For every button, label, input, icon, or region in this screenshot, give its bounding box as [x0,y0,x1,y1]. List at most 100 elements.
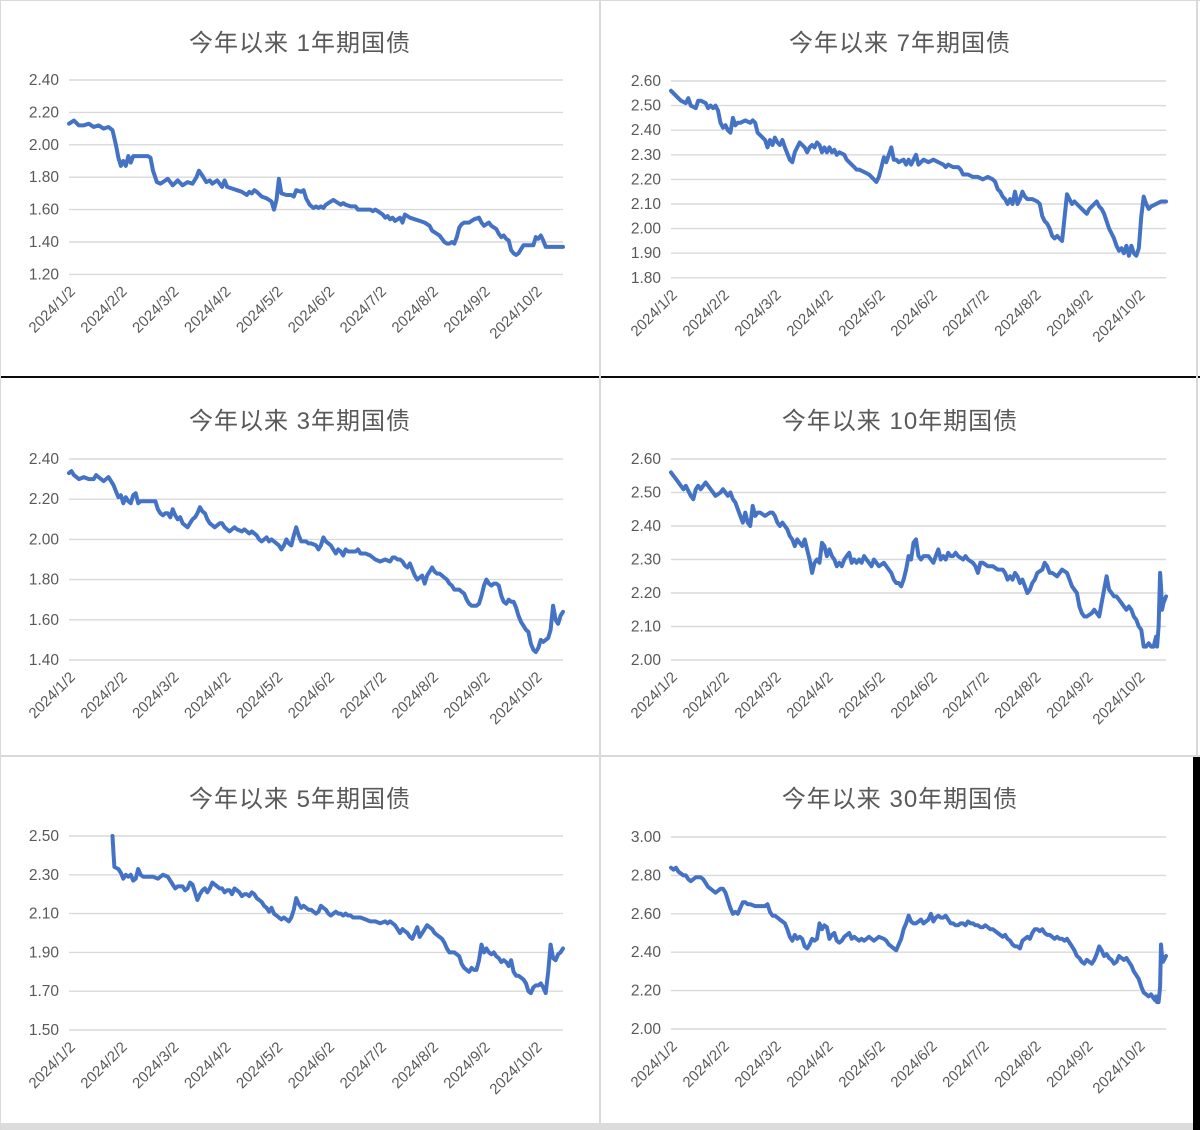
x-axis-tick-label: 2024/5/2 [835,1038,888,1091]
x-axis-tick-label: 2024/6/2 [285,283,338,336]
x-axis-tick-label: 2024/10/2 [1089,287,1148,346]
x-axis-tick-label: 2024/10/2 [486,1039,545,1098]
chart-title-3y: 今年以来 3年期国债 [188,408,411,435]
y-axis-tick-label: 2.80 [631,867,662,884]
x-axis-tick-label: 2024/3/2 [731,669,784,722]
x-axis-tick-label: 2024/8/2 [389,669,442,722]
x-axis-tick-label: 2024/1/2 [628,287,681,340]
y-axis-tick-label: 2.00 [29,137,60,154]
x-axis-tick-label: 2024/3/2 [129,669,182,722]
yield-line-series [67,118,565,257]
y-axis-tick-label: 2.10 [631,196,662,213]
y-axis-tick-label: 2.20 [631,983,662,1000]
x-axis-tick-label: 2024/4/2 [783,669,836,722]
x-axis-tick-label: 2024/2/2 [680,669,733,722]
x-axis-tick-label: 2024/1/2 [26,283,79,336]
y-axis-tick-label: 2.10 [29,906,60,923]
x-axis-tick-label: 2024/10/2 [486,283,545,342]
y-axis-tick-label: 2.40 [631,518,662,535]
x-axis-tick-label: 2024/2/2 [77,669,130,722]
y-axis-tick-label: 1.80 [631,270,662,287]
x-axis-tick-label: 2024/9/2 [1043,287,1096,340]
y-axis-tick-label: 2.60 [631,451,662,468]
y-axis-tick-label: 1.40 [29,652,60,669]
y-axis-tick-label: 2.50 [29,828,60,845]
chart-cell-5y: 今年以来 5年期国债 2.50 2.30 2.10 1.90 1.70 1.50 2024/… [1,757,599,1123]
x-axis-tick-label: 2024/5/2 [835,669,888,722]
chart-canvas-3y: 2.40 2.20 2.00 1.80 1.60 1.402024/1/22024/2/2… [26,451,565,728]
x-axis-tick-label: 2024/7/2 [939,669,992,722]
x-axis-tick-label: 2024/1/2 [26,1039,79,1092]
x-axis-tick-label: 2024/6/2 [887,1038,940,1091]
x-axis-tick-label: 2024/9/2 [440,283,493,336]
x-axis-tick-label: 2024/4/2 [181,669,234,722]
chart-canvas-10y: 2.602.502.402.302.202.102.002024/1/22024… [628,451,1168,728]
y-axis-tick-label: 1.70 [29,983,60,1000]
x-axis-tick-label: 2024/8/2 [991,669,1044,722]
chart-canvas-30y: 3.00 2.80 2.60 2.40 2.20 2.002024/1/22024/2/2… [628,829,1168,1097]
x-axis-tick-label: 2024/6/2 [887,669,940,722]
x-axis-tick-label: 2024/7/2 [337,283,390,336]
x-axis-tick-label: 2024/5/2 [233,669,286,722]
x-axis-tick-label: 2024/9/2 [1043,669,1096,722]
y-axis-tick-label: 2.20 [631,171,662,188]
y-axis-tick-label: 1.90 [29,944,60,961]
x-axis-tick-label: 2024/10/2 [1089,669,1148,728]
x-axis-tick-label: 2024/5/2 [233,283,286,336]
x-axis-tick-label: 2024/3/2 [129,1039,182,1092]
chart-cell-30y: 今年以来 30年期国债 3.00 2.80 2.60 2.40 2.20 2.00 2024… [601,757,1199,1123]
x-axis-tick-label: 2024/8/2 [991,287,1044,340]
chart-cell-7y: 今年以来 7年期国债 2.60 2.50 2.40 2.30 2.20 2.10 2.00 1… [601,1,1199,376]
chart-title-5y: 今年以来 5年期国债 [188,786,411,813]
yield-line-series [67,469,565,654]
y-axis-tick-label: 2.00 [631,1021,662,1038]
x-axis-tick-label: 2024/4/2 [783,287,836,340]
x-axis-tick-label: 2024/2/2 [77,1039,130,1092]
x-axis-tick-label: 2024/10/2 [1089,1038,1148,1097]
y-axis-tick-label: 2.20 [29,491,60,508]
y-axis-tick-label: 1.80 [29,572,60,589]
x-axis-tick-label: 2024/3/2 [731,1038,784,1091]
x-axis-tick-label: 2024/6/2 [285,669,338,722]
y-axis-tick-label: 2.00 [631,221,662,238]
x-axis-tick-label: 2024/3/2 [731,287,784,340]
x-axis-tick-label: 2024/7/2 [337,669,390,722]
y-axis-tick-label: 1.50 [29,1022,60,1039]
y-axis-tick-label: 2.50 [631,485,662,502]
chart-canvas-7y: 2.602.502.402.302.202.102.001.901.802024… [628,73,1168,346]
x-axis-tick-label: 2024/9/2 [440,669,493,722]
y-axis-tick-label: 2.10 [631,619,662,636]
chart-title-10y: 今年以来 10年期国债 [781,408,1019,435]
y-axis-tick-label: 2.30 [29,867,60,884]
right-border [1196,0,1198,757]
x-axis-tick-label: 2024/9/2 [1043,1038,1096,1091]
y-axis-tick-label: 2.30 [631,147,662,164]
y-axis-tick-label: 1.80 [29,169,60,186]
x-axis-tick-label: 2024/8/2 [991,1038,1044,1091]
x-axis-tick-label: 2024/8/2 [389,283,442,336]
y-axis-tick-label: 2.00 [631,652,662,669]
y-axis-tick-label: 1.20 [29,266,60,283]
yield-line-series [669,865,1168,1005]
x-axis-tick-label: 2024/9/2 [440,1039,493,1092]
x-axis-tick-label: 2024/6/2 [887,287,940,340]
x-axis-tick-label: 2024/2/2 [77,283,130,336]
left-border [0,0,1,1130]
y-axis-tick-label: 3.00 [631,829,662,846]
yield-line-series [669,88,1168,258]
x-axis-tick-label: 2024/4/2 [181,1039,234,1092]
x-axis-tick-label: 2024/8/2 [389,1039,442,1092]
x-axis-tick-label: 2024/3/2 [129,283,182,336]
y-axis-tick-label: 2.40 [631,122,662,139]
y-axis-tick-label: 2.40 [631,944,662,961]
chart-cell-10y: 今年以来 10年期国债 2.60 2.50 2.40 2.30 2.20 2.10 2.00… [601,379,1199,755]
y-axis-tick-label: 2.40 [29,451,60,468]
yield-line-series [669,470,1168,649]
x-axis-tick-label: 2024/7/2 [939,1038,992,1091]
bottom-border-strip [0,1123,1200,1130]
chart-cell-1y: 今年以来 1年期国债 2.40 2.20 2.00 1.80 1.60 1.40 1.20 2… [1,1,599,376]
y-axis-tick-label: 2.60 [631,906,662,923]
y-axis-tick-label: 2.00 [29,531,60,548]
chart-title-30y: 今年以来 30年期国债 [781,786,1019,813]
